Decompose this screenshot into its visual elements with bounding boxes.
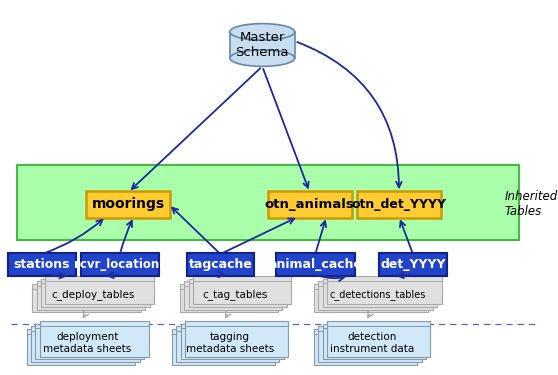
- FancyBboxPatch shape: [357, 191, 441, 217]
- FancyBboxPatch shape: [181, 324, 283, 359]
- FancyBboxPatch shape: [80, 253, 160, 276]
- Text: deployment
metadata sheets: deployment metadata sheets: [44, 332, 132, 354]
- FancyBboxPatch shape: [318, 326, 422, 362]
- FancyBboxPatch shape: [189, 279, 287, 307]
- FancyBboxPatch shape: [32, 284, 141, 312]
- FancyBboxPatch shape: [26, 329, 135, 364]
- Ellipse shape: [230, 24, 295, 40]
- FancyBboxPatch shape: [45, 276, 154, 304]
- FancyBboxPatch shape: [276, 253, 355, 276]
- FancyBboxPatch shape: [17, 165, 519, 240]
- Text: animal_cache: animal_cache: [268, 258, 362, 271]
- Text: det_YYYY: det_YYYY: [380, 258, 446, 271]
- Text: c_deploy_tables: c_deploy_tables: [51, 289, 135, 300]
- FancyBboxPatch shape: [314, 329, 417, 364]
- FancyBboxPatch shape: [327, 276, 442, 304]
- FancyBboxPatch shape: [176, 326, 279, 362]
- FancyBboxPatch shape: [186, 253, 254, 276]
- Ellipse shape: [230, 50, 295, 66]
- FancyBboxPatch shape: [37, 281, 145, 310]
- Text: tagcache: tagcache: [189, 258, 252, 271]
- Text: rcvr_locations: rcvr_locations: [74, 258, 166, 271]
- FancyBboxPatch shape: [172, 329, 275, 364]
- FancyBboxPatch shape: [323, 279, 437, 307]
- FancyBboxPatch shape: [314, 284, 429, 312]
- Text: stations: stations: [13, 258, 70, 271]
- Text: Inherited
Tables: Inherited Tables: [505, 190, 558, 218]
- Text: detection
instrument data: detection instrument data: [330, 332, 414, 354]
- Text: tagging
metadata sheets: tagging metadata sheets: [186, 332, 274, 354]
- FancyBboxPatch shape: [323, 324, 426, 359]
- FancyBboxPatch shape: [40, 321, 148, 357]
- Text: c_tag_tables: c_tag_tables: [203, 289, 268, 300]
- Text: c_detections_tables: c_detections_tables: [330, 289, 426, 300]
- FancyBboxPatch shape: [327, 321, 431, 357]
- Text: moorings: moorings: [92, 197, 165, 211]
- FancyBboxPatch shape: [268, 191, 352, 217]
- Text: otn_det_YYYY: otn_det_YYYY: [352, 198, 446, 211]
- FancyBboxPatch shape: [379, 253, 446, 276]
- FancyBboxPatch shape: [35, 324, 144, 359]
- FancyBboxPatch shape: [31, 326, 140, 362]
- FancyBboxPatch shape: [86, 191, 171, 217]
- FancyBboxPatch shape: [41, 279, 150, 307]
- FancyBboxPatch shape: [194, 276, 291, 304]
- Text: otn_animals: otn_animals: [265, 198, 354, 211]
- FancyBboxPatch shape: [184, 281, 282, 310]
- FancyBboxPatch shape: [180, 284, 278, 312]
- FancyBboxPatch shape: [8, 253, 76, 276]
- FancyBboxPatch shape: [318, 281, 433, 310]
- FancyBboxPatch shape: [185, 321, 288, 357]
- Bar: [230, 32, 295, 58]
- Text: Master
Schema: Master Schema: [235, 31, 289, 59]
